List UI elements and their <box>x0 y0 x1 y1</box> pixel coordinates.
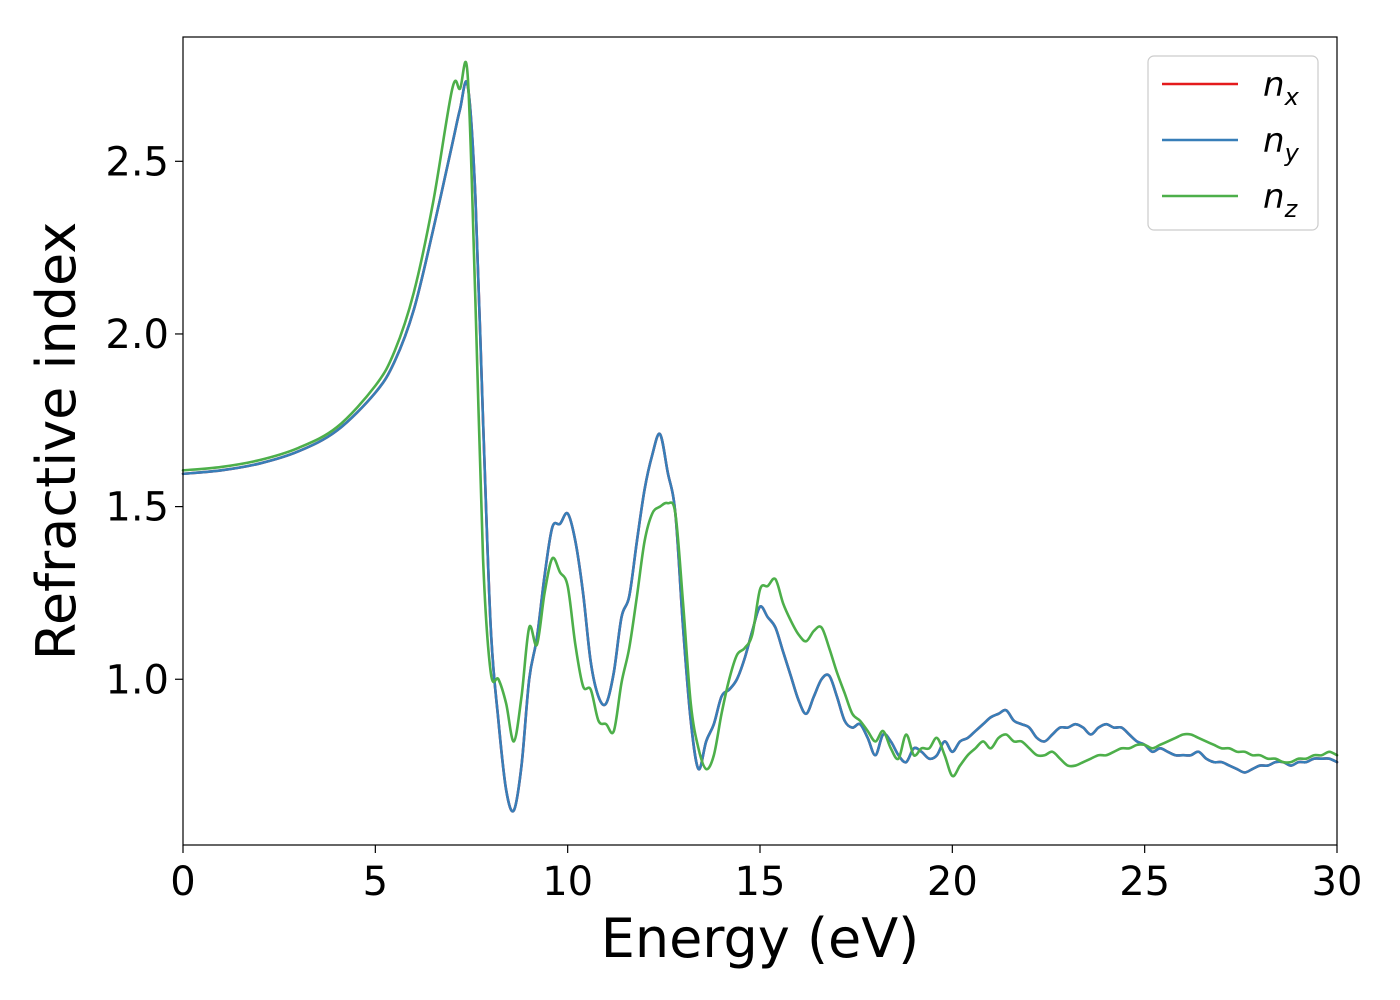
legend-label-nx: nx <box>1263 65 1300 111</box>
y-tick-label: 1.5 <box>105 485 169 531</box>
y-axis-ticks: 1.0 1.5 2.0 2.5 <box>105 139 183 703</box>
series-line-nz <box>181 60 1339 778</box>
x-tick-label: 20 <box>927 859 978 905</box>
legend-label-nz: nz <box>1263 177 1299 223</box>
x-tick-label: 15 <box>735 859 786 905</box>
x-tick-label: 5 <box>363 859 388 905</box>
legend-box <box>1147 55 1319 231</box>
x-tick-label: 25 <box>1119 859 1170 905</box>
y-tick-label: 2.0 <box>105 312 169 358</box>
x-axis-label: Energy (eV) <box>601 907 920 970</box>
x-tick-label: 30 <box>1312 859 1363 905</box>
y-axis-label: Refractive index <box>25 222 88 661</box>
y-tick-label: 2.5 <box>105 139 169 185</box>
y-tick-label: 1.0 <box>105 657 169 703</box>
series-layer <box>181 60 1339 813</box>
x-axis-ticks: 0 5 10 15 20 25 30 <box>170 845 1362 905</box>
x-tick-label: 10 <box>542 859 593 905</box>
legend: nx ny nz <box>1147 55 1319 231</box>
legend-label-ny: ny <box>1263 121 1300 167</box>
x-tick-label: 0 <box>170 859 195 905</box>
series-line-ny <box>181 80 1339 813</box>
